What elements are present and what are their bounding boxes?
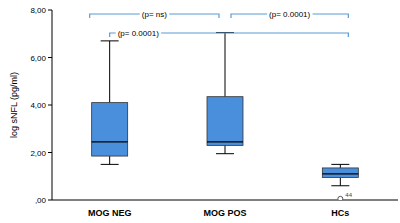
box (92, 103, 128, 156)
comparison-label: (p= ns) (142, 10, 167, 19)
bracket-label-bg (140, 10, 169, 19)
outlier-label: 44 (345, 192, 352, 198)
y-tick (48, 200, 52, 201)
comparison-bracket: (p= 0.0001) (110, 29, 349, 38)
median (322, 173, 358, 174)
whisker-lower (340, 177, 341, 185)
comparison-bracket: (p= ns) (90, 10, 219, 19)
y-tick (48, 152, 52, 153)
comparison-label: (p= 0.0001) (118, 29, 159, 38)
box (322, 168, 358, 178)
y-axis-label: log sNFL (pg/ml) (9, 72, 19, 138)
box (207, 97, 243, 146)
bracket-label-bg (267, 10, 312, 19)
comparison-bracket: (p= 0.0001) (231, 10, 348, 19)
whisker-cap-upper (101, 40, 119, 41)
y-tick (48, 105, 52, 106)
y-tick (48, 57, 52, 58)
y-tick-label: 4,00 (30, 101, 46, 110)
outlier (338, 196, 343, 200)
whisker-lower (109, 156, 110, 164)
y-tick-label: 2,00 (30, 149, 46, 158)
y-tick-label: 8,00 (30, 6, 46, 15)
whisker-upper (109, 41, 110, 103)
whisker-cap-upper (331, 164, 349, 165)
x-tick-label: MOG NEG (88, 208, 132, 218)
whisker-upper (340, 164, 341, 168)
median (207, 141, 243, 142)
whisker-upper (225, 33, 226, 97)
median (92, 141, 128, 142)
whisker-cap-lower (216, 153, 234, 154)
whisker-cap-lower (331, 185, 349, 186)
whisker-cap-lower (101, 164, 119, 165)
chart: ,00 2,00 4,00 6,00 8,00 log sNFL (pg/ml) MOG N… (0, 0, 400, 223)
y-tick (48, 10, 52, 11)
whisker-lower (225, 145, 226, 153)
x-tick-label: HCs (331, 208, 349, 218)
x-tick-label: MOG POS (203, 208, 246, 218)
y-tick-label: ,00 (35, 196, 47, 205)
bracket-label-bg (116, 29, 161, 38)
x-axis (52, 200, 398, 201)
y-tick-label: 6,00 (30, 54, 46, 63)
comparison-label: (p= 0.0001) (269, 10, 310, 19)
boxes (92, 33, 359, 200)
